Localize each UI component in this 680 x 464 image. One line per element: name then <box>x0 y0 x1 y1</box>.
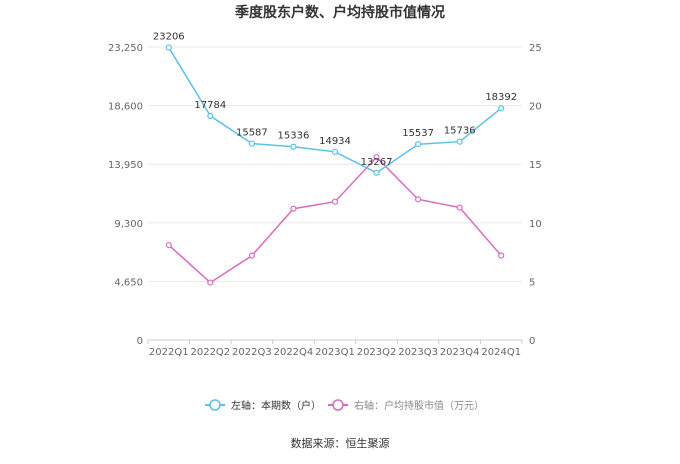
data-point-left <box>290 143 297 150</box>
right-tick-label: 10 <box>529 219 542 230</box>
legend-marker-right <box>332 399 344 411</box>
data-point-right <box>456 204 463 211</box>
legend-label-right: 右轴：户均持股市值（万元） <box>354 399 484 412</box>
left-tick-label: 18,600 <box>108 102 143 113</box>
data-label: 15736 <box>444 126 476 137</box>
x-tick-label: 2023Q4 <box>440 347 480 358</box>
legend: 左轴：本期数（户） 右轴：户均持股市值（万元） <box>205 399 484 412</box>
series-line-right <box>168 156 502 284</box>
data-label: 13267 <box>361 157 393 168</box>
data-label: 23206 <box>153 32 185 43</box>
right-tick-label: 15 <box>529 160 542 171</box>
left-tick-label: 13,950 <box>108 160 143 171</box>
data-point-right <box>290 205 297 212</box>
x-tick-label: 2022Q4 <box>274 347 314 358</box>
data-point-left <box>456 138 463 145</box>
data-point-left <box>248 140 255 147</box>
left-axis: 0 4,650 9,300 13,950 18,600 23,250 <box>108 43 143 347</box>
left-tick-label: 23,250 <box>108 43 143 54</box>
data-point-left <box>165 44 172 51</box>
data-point-right <box>331 198 339 205</box>
x-tick-label: 2022Q2 <box>190 347 230 358</box>
x-tick-label: 2023Q2 <box>357 347 397 358</box>
series-layer: 23206 17784 15587 15336 14934 13267 15537 15736… <box>153 32 517 286</box>
data-label: 15587 <box>236 128 268 139</box>
x-axis: 2022Q1 2022Q2 2022Q3 2022Q4 2023Q1 2023Q2 2023… <box>147 340 523 358</box>
data-label: 14934 <box>319 136 351 147</box>
right-tick-label: 5 <box>529 277 535 288</box>
data-point-right <box>373 154 380 161</box>
data-point-right <box>415 196 422 203</box>
x-tick-label: 2024Q1 <box>481 347 521 358</box>
data-label: 15336 <box>278 131 310 142</box>
right-axis: 0 5 10 15 20 25 <box>529 43 542 347</box>
chart-title: 季度股东户数、户均持股市值情况 <box>234 4 445 21</box>
data-point-left <box>415 141 422 148</box>
x-tick-label: 2022Q3 <box>232 347 272 358</box>
x-tick-label: 2022Q1 <box>149 347 189 358</box>
grid <box>148 46 522 341</box>
data-point-left <box>498 105 505 112</box>
x-tick-label: 2023Q3 <box>398 347 438 358</box>
left-tick-label: 4,650 <box>114 277 143 288</box>
data-point-left <box>331 148 339 155</box>
source-note: 数据来源：恒生聚源 <box>291 436 390 450</box>
legend-label-left: 左轴：本期数（户） <box>231 399 321 412</box>
data-label: 15537 <box>402 128 434 139</box>
right-tick-label: 0 <box>529 336 535 347</box>
data-label: 17784 <box>194 100 226 111</box>
data-point-right <box>498 252 505 259</box>
data-point-right <box>248 252 255 259</box>
data-label: 18392 <box>485 92 517 103</box>
right-tick-label: 20 <box>529 102 542 113</box>
legend-item-right[interactable]: 右轴：户均持股市值（万元） <box>328 399 484 412</box>
data-point-right <box>207 279 214 286</box>
data-point-right <box>165 241 172 249</box>
data-point-left <box>207 112 214 119</box>
data-point-left <box>373 169 380 176</box>
right-tick-label: 25 <box>529 43 542 54</box>
legend-item-left[interactable]: 左轴：本期数（户） <box>205 399 321 412</box>
x-tick-label: 2023Q1 <box>315 347 355 358</box>
left-tick-label: 0 <box>137 336 143 347</box>
left-tick-label: 9,300 <box>114 219 143 230</box>
legend-marker-left <box>209 399 221 411</box>
